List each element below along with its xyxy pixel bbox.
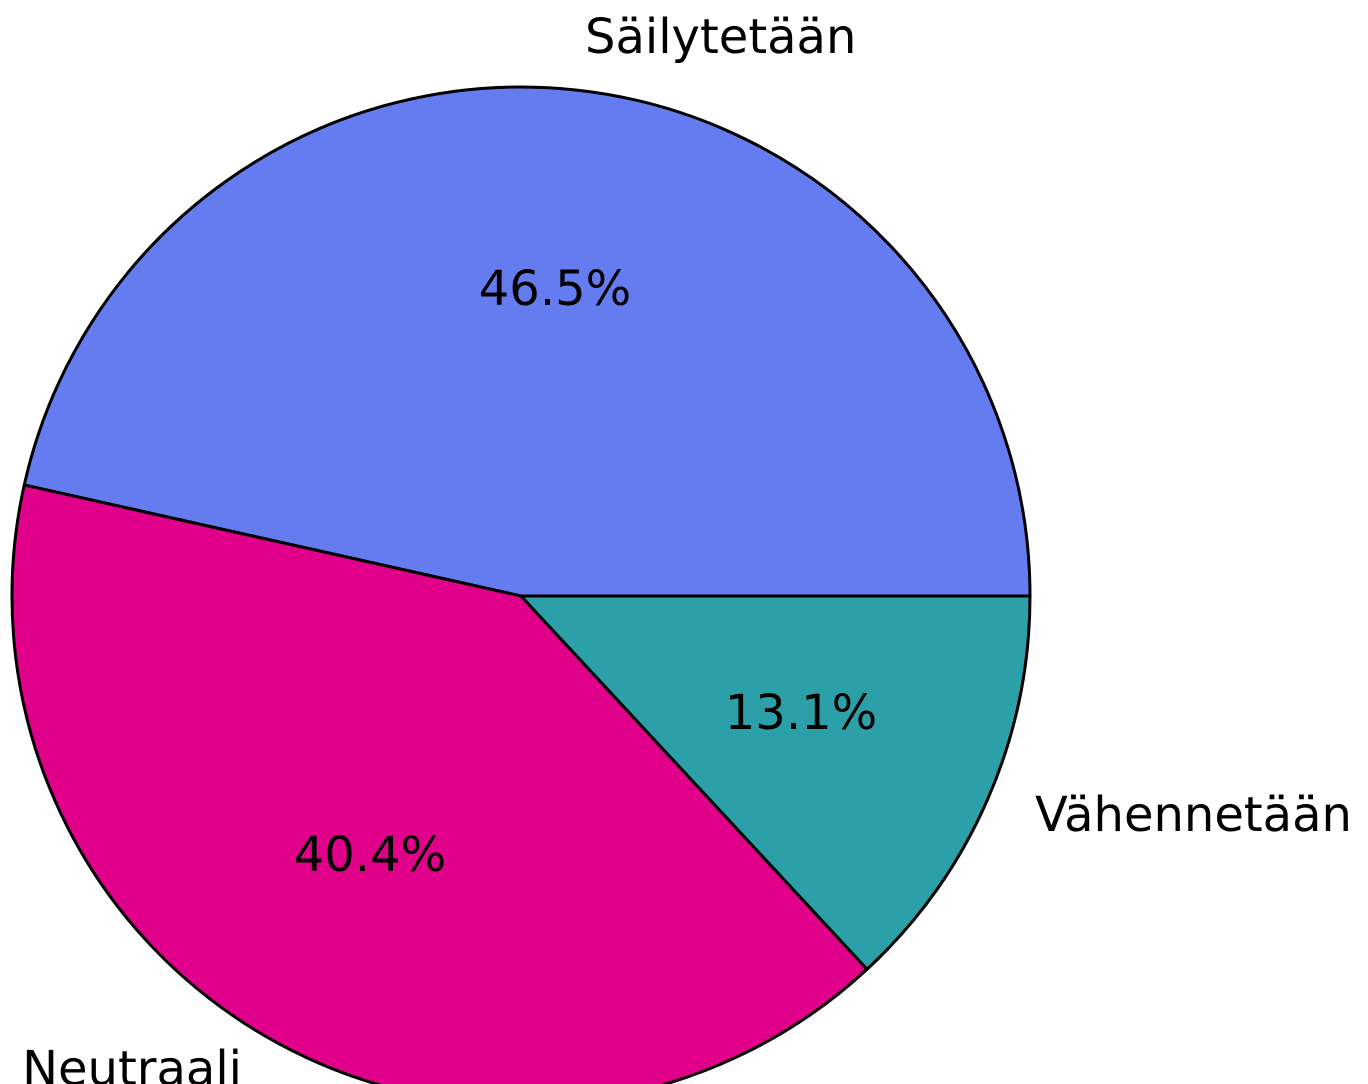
slice-label: Vähennetään [1035,787,1352,843]
value-label: 40.4% [294,827,446,883]
value-label: 13.1% [725,685,877,741]
pie-slice [519,594,1032,971]
value-label: 46.5% [479,261,631,317]
slice-label: Neutraali [22,1041,242,1084]
pie-slice [10,483,869,1084]
pie-slice [22,85,1032,598]
slice-label: Säilytetään [585,9,856,65]
